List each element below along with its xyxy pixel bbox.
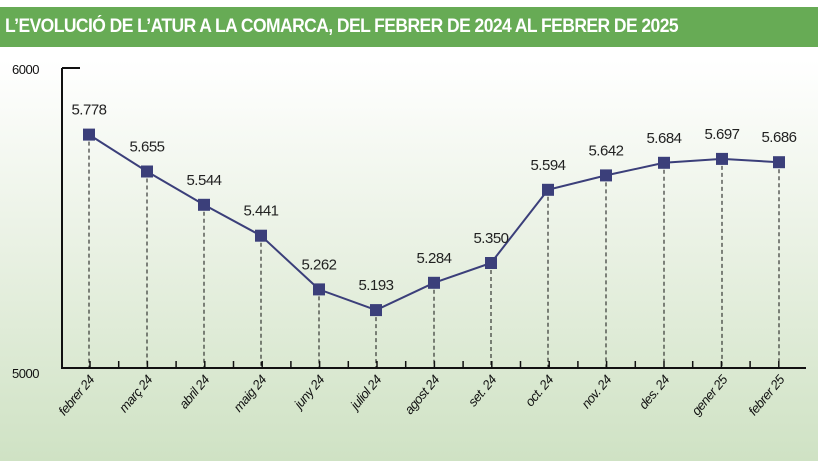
data-label: 5.686 [761, 129, 796, 146]
data-point [600, 169, 612, 182]
data-label: 5.262 [301, 256, 336, 273]
data-point [198, 198, 210, 211]
data-label: 5.594 [530, 157, 565, 174]
x-tick-label: juny 24 [290, 372, 328, 413]
data-label: 5.778 [71, 102, 106, 119]
x-tick-label: des. 24 [636, 372, 673, 412]
data-label: 5.642 [588, 142, 623, 159]
x-tick-label: abril 24 [176, 372, 212, 411]
data-point [141, 165, 153, 178]
x-tick-label: maig 24 [230, 372, 269, 415]
data-point [370, 304, 382, 317]
data-label: 5.350 [473, 230, 508, 247]
data-point [716, 152, 728, 165]
data-point [313, 283, 325, 296]
data-point [255, 229, 267, 242]
data-label: 5.544 [186, 172, 221, 189]
data-label: 5.193 [358, 277, 393, 294]
data-point [83, 128, 95, 141]
x-tick-label: nov. 24 [578, 372, 614, 411]
data-label: 5.684 [646, 130, 681, 147]
data-point [773, 156, 785, 169]
data-label: 5.441 [243, 203, 278, 220]
x-tick-label: oct. 24 [522, 372, 556, 409]
y-tick-6000: 6000 [12, 62, 39, 77]
data-point [428, 276, 440, 289]
x-tick-label: febrer 25 [745, 371, 788, 418]
x-tick-label: set. 24 [465, 372, 499, 409]
chart-title: L’EVOLUCIÓ DE L’ATUR A LA COMARCA, DEL F… [5, 16, 679, 37]
title-bar: L’EVOLUCIÓ DE L’ATUR A LA COMARCA, DEL F… [0, 7, 818, 47]
x-tick-label: febrer 24 [55, 372, 97, 418]
data-point [542, 183, 554, 196]
data-label: 5.284 [416, 250, 451, 267]
data-point [485, 257, 497, 269]
data-point [658, 156, 670, 169]
y-tick-5000: 5000 [12, 366, 39, 381]
x-tick-label: agost 24 [401, 372, 442, 417]
x-tick-label: gener 25 [688, 371, 731, 418]
data-label: 5.655 [129, 139, 164, 156]
x-tick-label: març 24 [116, 372, 156, 415]
data-label: 5.697 [704, 126, 739, 143]
x-tick-label: juliol 24 [346, 372, 384, 414]
